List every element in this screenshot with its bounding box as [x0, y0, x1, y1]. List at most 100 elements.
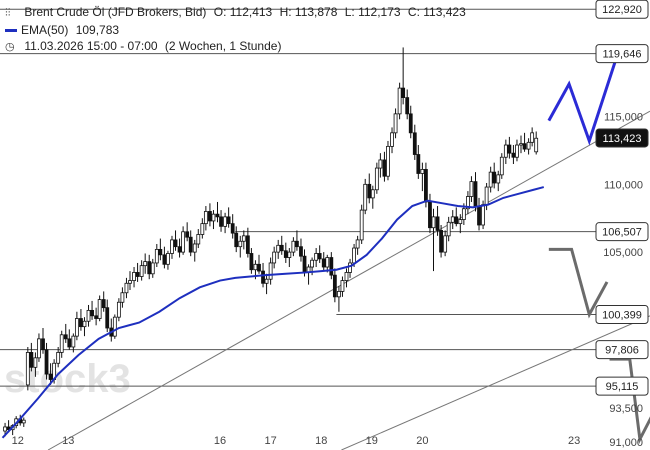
candle-up	[337, 291, 341, 298]
candle-up	[272, 251, 277, 264]
level-label: 100,399	[602, 309, 642, 321]
candle-down	[249, 253, 254, 271]
candle-up	[238, 240, 243, 248]
candle-up	[393, 113, 398, 134]
y-tick-label: 110,000	[604, 179, 643, 191]
candle-up	[264, 278, 269, 284]
close-value: C: 113,423	[407, 5, 466, 19]
candle-up	[363, 183, 368, 211]
candle-down	[405, 97, 410, 115]
candle-up	[196, 234, 201, 245]
candle-up	[97, 299, 102, 319]
candle-down	[299, 246, 303, 257]
candle-down	[67, 338, 72, 348]
candle-up	[166, 253, 170, 265]
x-tick-label: 16	[214, 435, 226, 447]
candle-down	[492, 171, 497, 184]
candle-up	[154, 248, 159, 264]
candle-up	[499, 156, 504, 176]
clock-icon: ◷	[5, 41, 15, 53]
candle-down	[435, 216, 440, 231]
candle-up	[3, 426, 7, 432]
candle-up	[431, 216, 436, 229]
candle-up	[82, 320, 87, 328]
candle-up	[276, 244, 281, 253]
candle-up	[458, 219, 463, 225]
candle-up	[359, 209, 364, 241]
level-label-box	[595, 44, 649, 64]
candle-up	[139, 265, 144, 277]
candle-up	[461, 208, 466, 220]
candle-up	[397, 87, 402, 115]
x-tick-label: 17	[264, 435, 276, 447]
x-tick-label: 13	[62, 435, 74, 447]
candle-up	[37, 338, 41, 359]
candle-down	[230, 223, 235, 234]
datetime-range: 11.03.2026 15:00 - 07:00	[24, 39, 158, 53]
candle-up	[496, 174, 501, 184]
candle-down	[261, 270, 265, 284]
candle-down	[511, 152, 516, 158]
candle-down	[416, 154, 421, 174]
candle-down	[279, 244, 284, 252]
candle-down	[439, 230, 443, 253]
candle-down	[215, 213, 220, 218]
candle-up	[386, 145, 390, 177]
candle-up	[325, 257, 330, 268]
candle-up	[519, 143, 523, 146]
candle-up	[59, 334, 64, 353]
period-range: (2 Wochen, 1 Stunde)	[164, 39, 282, 53]
candle-down	[188, 236, 193, 253]
candle-up	[56, 352, 61, 364]
x-tick-label: 18	[315, 435, 327, 447]
candle-up	[120, 292, 125, 303]
candle-down	[245, 235, 250, 254]
candle-up	[352, 247, 356, 264]
candle-down	[63, 334, 68, 340]
candle-up	[25, 352, 30, 386]
candle-down	[473, 181, 478, 207]
candle-up	[446, 221, 451, 237]
x-tick-label: 23	[568, 435, 580, 447]
candle-down	[219, 216, 223, 227]
x-tick-label: 19	[366, 435, 378, 447]
candle-up	[150, 262, 155, 275]
candle-down	[412, 132, 417, 155]
candle-down	[382, 159, 387, 177]
candle-up	[241, 235, 246, 242]
level-label-box	[595, 0, 649, 19]
projection-bullish	[547, 55, 619, 146]
candle-down	[329, 257, 334, 276]
candle-up	[124, 282, 129, 294]
candle-up	[488, 171, 493, 188]
candle-down	[321, 258, 326, 268]
candle-up	[132, 272, 136, 281]
y-tick-label: 115,000	[604, 112, 643, 124]
candle-up	[33, 357, 38, 368]
ema-line	[1, 186, 545, 439]
header-ohlc: ⫶⫶ Brent Crude Öl (JFD Brokers, Bid) O: …	[5, 5, 470, 20]
candle-up	[291, 240, 296, 253]
candle-down	[208, 211, 212, 222]
candle-down	[158, 248, 163, 256]
candle-down	[41, 338, 45, 351]
candle-down	[94, 315, 99, 319]
candle-up	[374, 167, 379, 191]
trendline-0	[47, 110, 650, 450]
candle-down	[424, 169, 428, 203]
candle-down	[295, 240, 299, 248]
candle-down	[283, 250, 288, 258]
candle-down	[332, 274, 337, 298]
candle-down	[48, 373, 53, 380]
candle-up	[443, 235, 448, 253]
ema-color-swatch	[5, 29, 17, 33]
candle-up	[287, 251, 292, 258]
level-label-box	[595, 128, 649, 148]
open-value: O: 112,413	[213, 5, 273, 19]
candle-down	[44, 349, 49, 375]
candle-up	[268, 262, 273, 280]
candle-down	[367, 183, 372, 199]
instrument-name: Brent Crude Öl (JFD Brokers, Bid)	[24, 5, 207, 19]
candle-up	[348, 262, 352, 273]
